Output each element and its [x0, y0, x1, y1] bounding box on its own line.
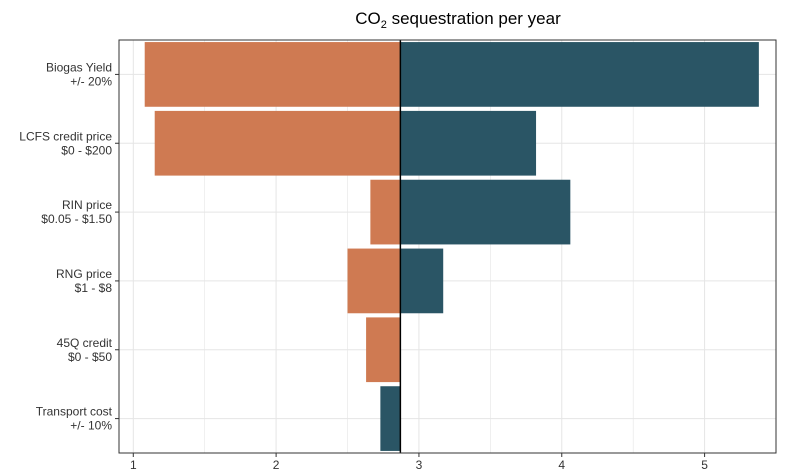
category-label: RNG price: [56, 267, 112, 281]
x-tick-label: 3: [416, 458, 423, 472]
category-label: Transport cost: [36, 405, 113, 419]
category-range-label: +/- 20%: [70, 74, 112, 88]
category-label: 45Q credit: [57, 336, 113, 350]
bars: [144, 42, 759, 451]
category-label: RIN price: [62, 198, 112, 212]
bar-low: [366, 317, 401, 383]
category-label: LCFS credit price: [19, 129, 112, 143]
plot-frame: [118, 39, 777, 454]
bar-high: [400, 110, 537, 176]
x-tick-label: 5: [701, 458, 708, 472]
bar-low: [370, 179, 401, 245]
category-range-label: $0 - $50: [68, 350, 112, 364]
x-tick-label: 2: [273, 458, 280, 472]
chart-title: CO2 sequestration per year: [355, 9, 561, 31]
bar-high: [400, 179, 571, 245]
bar-high: [400, 42, 759, 107]
chart-title-subscript: 2: [381, 19, 387, 31]
bar-low: [347, 248, 401, 314]
chart-title-main: CO: [355, 9, 381, 28]
x-axis-ticks: 1 2 3 4 5: [130, 453, 708, 472]
category-label: Biogas Yield: [46, 60, 112, 74]
category-range-label: +/- 10%: [70, 419, 112, 433]
y-axis-labels: Biogas Yield+/- 20%LCFS credit price$0 -…: [19, 60, 119, 433]
bar-high: [380, 386, 401, 451]
category-range-label: $0 - $200: [61, 143, 112, 157]
bar-low: [154, 110, 401, 176]
chart-title-rest: sequestration per year: [387, 9, 561, 28]
x-tick-label: 4: [558, 458, 565, 472]
category-range-label: $1 - $8: [75, 281, 113, 295]
category-range-label: $0.05 - $1.50: [41, 212, 112, 226]
x-tick-label: 1: [130, 458, 137, 472]
bar-high: [400, 248, 444, 314]
bar-low: [144, 42, 401, 107]
